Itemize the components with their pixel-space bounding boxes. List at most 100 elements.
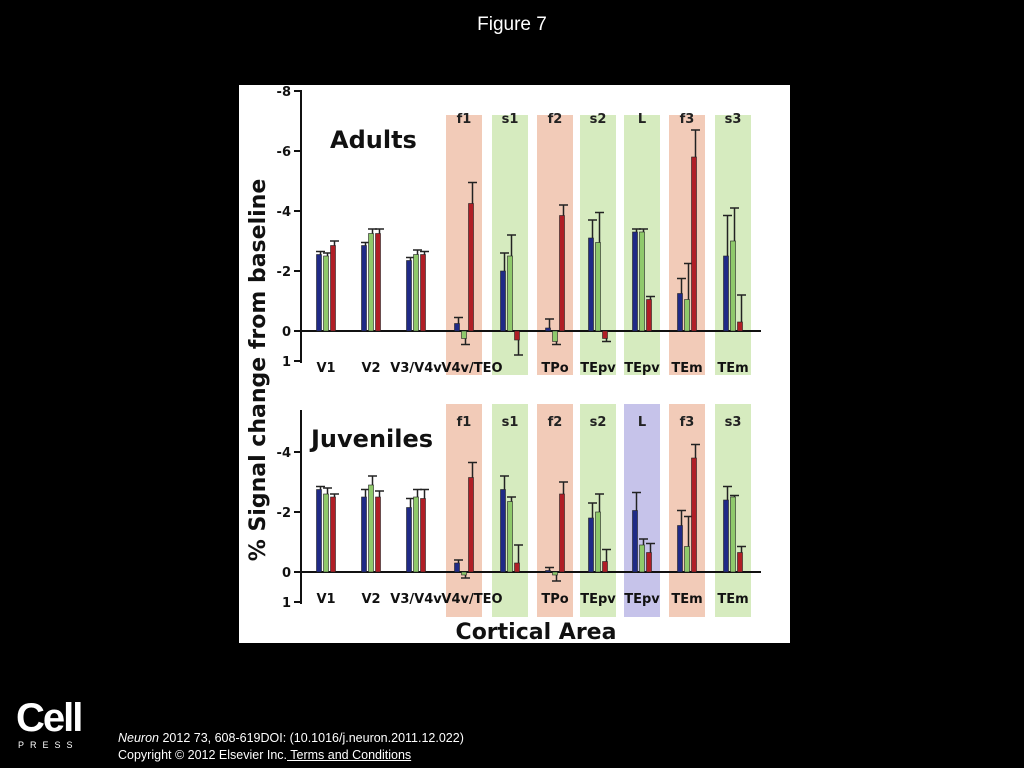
patch-label: f1 — [457, 112, 472, 127]
bar — [646, 299, 652, 332]
patch-label: L — [638, 415, 646, 430]
bar — [737, 321, 743, 332]
bar — [507, 255, 513, 332]
patch-L-1 — [624, 404, 660, 617]
journal-name: Neuron — [118, 731, 159, 745]
category-label: V2 — [361, 361, 380, 376]
category-label: V4v/TEO — [441, 592, 502, 607]
y-tick-label: -2 — [277, 265, 291, 280]
bar — [677, 293, 683, 332]
category-label: V2 — [361, 592, 380, 607]
bar — [588, 517, 594, 573]
bar — [420, 254, 426, 332]
bar — [737, 552, 743, 573]
patch-label: s3 — [725, 415, 742, 430]
y-tick-label: -8 — [277, 85, 291, 100]
bar — [468, 477, 474, 573]
bar — [514, 562, 520, 573]
patch-f3-0 — [669, 115, 705, 375]
bar — [368, 484, 374, 573]
bar — [639, 544, 645, 573]
copyright-text: Copyright © 2012 Elsevier Inc. — [118, 748, 288, 762]
bar — [545, 570, 551, 573]
category-label: V1 — [316, 592, 335, 607]
category-label: TEm — [671, 592, 702, 607]
bar — [330, 496, 336, 573]
bar — [330, 245, 336, 332]
bar — [454, 323, 460, 332]
bar — [552, 330, 558, 342]
bar — [730, 496, 736, 573]
bar — [723, 499, 729, 573]
patch-label: L — [638, 112, 646, 127]
category-label: TPo — [541, 361, 568, 376]
bar — [323, 255, 329, 332]
y-tick-label: 0 — [282, 325, 291, 340]
terms-and-conditions-link[interactable]: Terms and Conditions — [287, 748, 412, 762]
patch-label: s2 — [590, 415, 607, 430]
patch-s2-1 — [580, 404, 616, 617]
category-label: TEpv — [580, 592, 616, 607]
bar — [316, 489, 322, 573]
bar — [500, 489, 506, 573]
bar — [691, 457, 697, 573]
bar — [461, 330, 467, 339]
panel-title: Adults — [330, 126, 417, 154]
bar — [723, 255, 729, 332]
bar — [468, 203, 474, 332]
category-label: TEm — [671, 361, 702, 376]
category-label: TEpv — [624, 592, 660, 607]
bar — [361, 245, 367, 332]
y-axis-title: % Signal change from baseline — [246, 179, 271, 561]
bar — [507, 501, 513, 573]
patch-label: f2 — [548, 112, 563, 127]
bar — [361, 496, 367, 573]
bar — [413, 254, 419, 332]
bar — [413, 496, 419, 573]
patch-label: s2 — [590, 112, 607, 127]
bar — [677, 525, 683, 573]
patch-label: f3 — [680, 112, 695, 127]
category-label: V3/V4v — [390, 592, 442, 607]
bar — [368, 233, 374, 332]
bar — [500, 270, 506, 332]
y-tick-label: -6 — [277, 145, 291, 160]
citation: Neuron 2012 73, 608-619DOI: (10.1016/j.n… — [118, 731, 464, 745]
patch-f1-1 — [446, 404, 482, 617]
patch-label: s3 — [725, 112, 742, 127]
category-label: V3/V4v — [390, 361, 442, 376]
bar — [602, 330, 608, 339]
patch-label: f1 — [457, 415, 472, 430]
bar — [595, 511, 601, 573]
bar — [559, 493, 565, 573]
patch-label: f3 — [680, 415, 695, 430]
logo-press: PRESS — [18, 740, 79, 750]
bar — [684, 546, 690, 573]
bar — [684, 299, 690, 332]
bar — [545, 327, 551, 332]
patch-label: s1 — [502, 112, 519, 127]
patch-label: s1 — [502, 415, 519, 430]
bar — [420, 498, 426, 573]
bar — [632, 510, 638, 573]
bar — [602, 561, 608, 573]
category-label: TEm — [717, 361, 748, 376]
category-label: V1 — [316, 361, 335, 376]
logo-word: Cell — [16, 696, 83, 740]
panel-title: Juveniles — [309, 425, 433, 453]
patch-f3-1 — [669, 404, 705, 617]
bar — [639, 231, 645, 332]
y-tick-label: -2 — [277, 506, 291, 521]
y-tick-label: -4 — [277, 205, 291, 220]
bar — [514, 330, 520, 341]
bar — [691, 156, 697, 332]
bar — [323, 493, 329, 573]
bar — [552, 571, 558, 576]
bar — [375, 496, 381, 573]
figure-title: Figure 7 — [477, 14, 547, 35]
category-label: V4v/TEO — [441, 361, 502, 376]
bar — [454, 562, 460, 573]
category-label: TEpv — [580, 361, 616, 376]
